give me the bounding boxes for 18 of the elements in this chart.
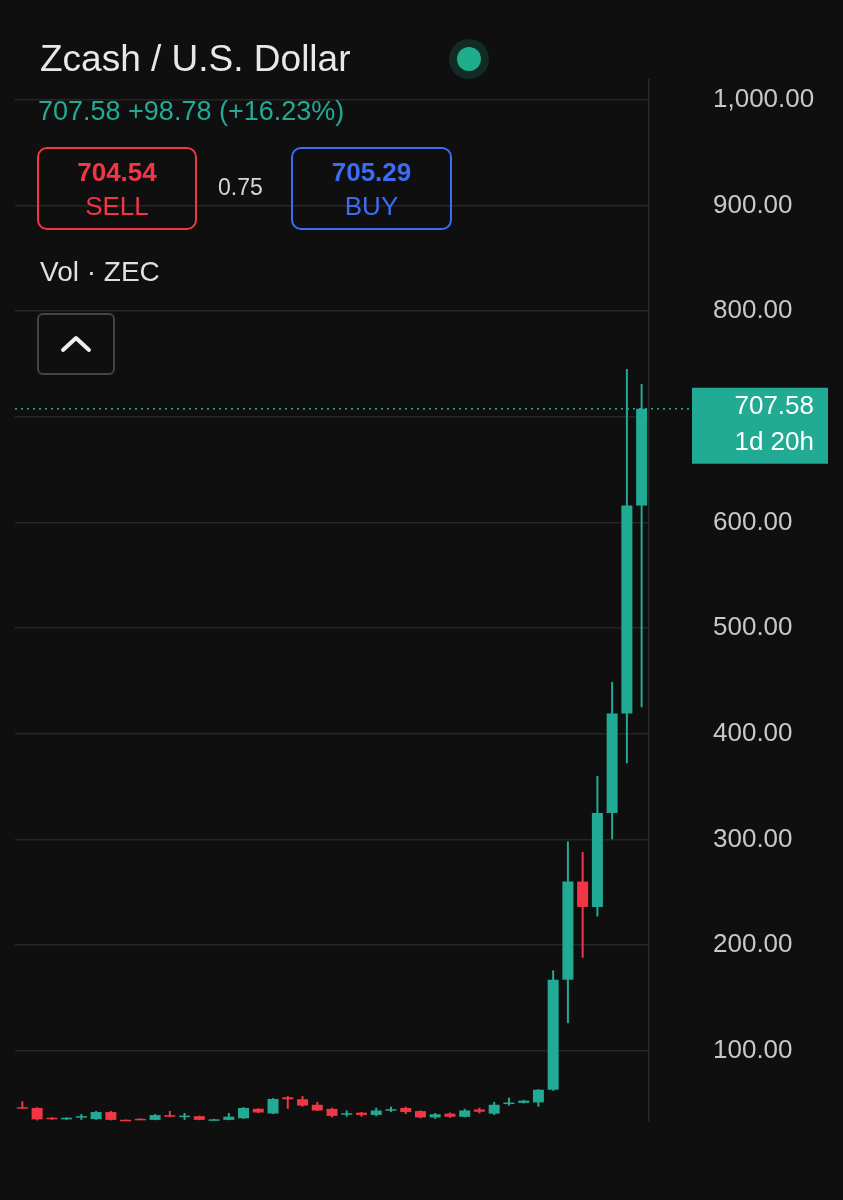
annotation: SELL [84,190,150,223]
y-tick-label: 800.00 [713,294,793,325]
y-tick-label: 100.00 [713,1033,793,1064]
annotation: BUY [343,190,400,223]
y-tick-label: 1,000.00 [713,82,815,113]
y-tick-label: 900.00 [713,188,793,219]
y-tick-label: 600.00 [713,505,793,536]
ref-line-label: 707.58 1d 20h [734,389,814,456]
annotation: 704.54 [76,156,158,189]
y-tick-label: 400.00 [713,716,793,747]
y-tick-label: 200.00 [713,928,793,959]
annotation: 705.29 [330,156,413,189]
annotation: Vol · ZEC [40,256,160,288]
y-tick-label: 500.00 [713,611,793,642]
y-tick-label: 300.00 [713,822,793,853]
chart-title: Zcash / U.S. Dollar [40,38,351,80]
annotation: 0.75 [218,174,263,201]
text: 707.58 +98.78 (+16.23%) [38,96,345,127]
